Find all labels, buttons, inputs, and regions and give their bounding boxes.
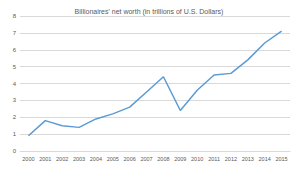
- svg-text:2005: 2005: [107, 156, 119, 162]
- svg-text:2001: 2001: [39, 156, 51, 162]
- svg-text:2011: 2011: [208, 156, 220, 162]
- svg-text:Billionaires' net worth (in tr: Billionaires' net worth (in trillions of…: [75, 8, 224, 16]
- svg-text:1: 1: [13, 131, 17, 137]
- svg-text:2002: 2002: [56, 156, 68, 162]
- svg-text:2015: 2015: [275, 156, 287, 162]
- svg-text:4: 4: [13, 81, 17, 87]
- svg-text:2010: 2010: [191, 156, 203, 162]
- svg-text:5: 5: [13, 64, 17, 70]
- svg-text:8: 8: [13, 13, 17, 19]
- svg-text:2: 2: [13, 114, 17, 120]
- svg-text:2014: 2014: [259, 156, 271, 162]
- svg-text:2004: 2004: [90, 156, 102, 162]
- svg-text:0: 0: [13, 148, 17, 154]
- svg-text:6: 6: [13, 47, 17, 53]
- svg-text:2003: 2003: [73, 156, 85, 162]
- svg-text:2000: 2000: [22, 156, 34, 162]
- svg-text:7: 7: [13, 30, 17, 36]
- svg-text:2013: 2013: [242, 156, 254, 162]
- svg-text:2006: 2006: [124, 156, 136, 162]
- svg-text:3: 3: [13, 97, 17, 103]
- svg-text:2009: 2009: [174, 156, 186, 162]
- svg-text:2008: 2008: [157, 156, 169, 162]
- svg-text:2012: 2012: [225, 156, 237, 162]
- svg-text:2007: 2007: [140, 156, 152, 162]
